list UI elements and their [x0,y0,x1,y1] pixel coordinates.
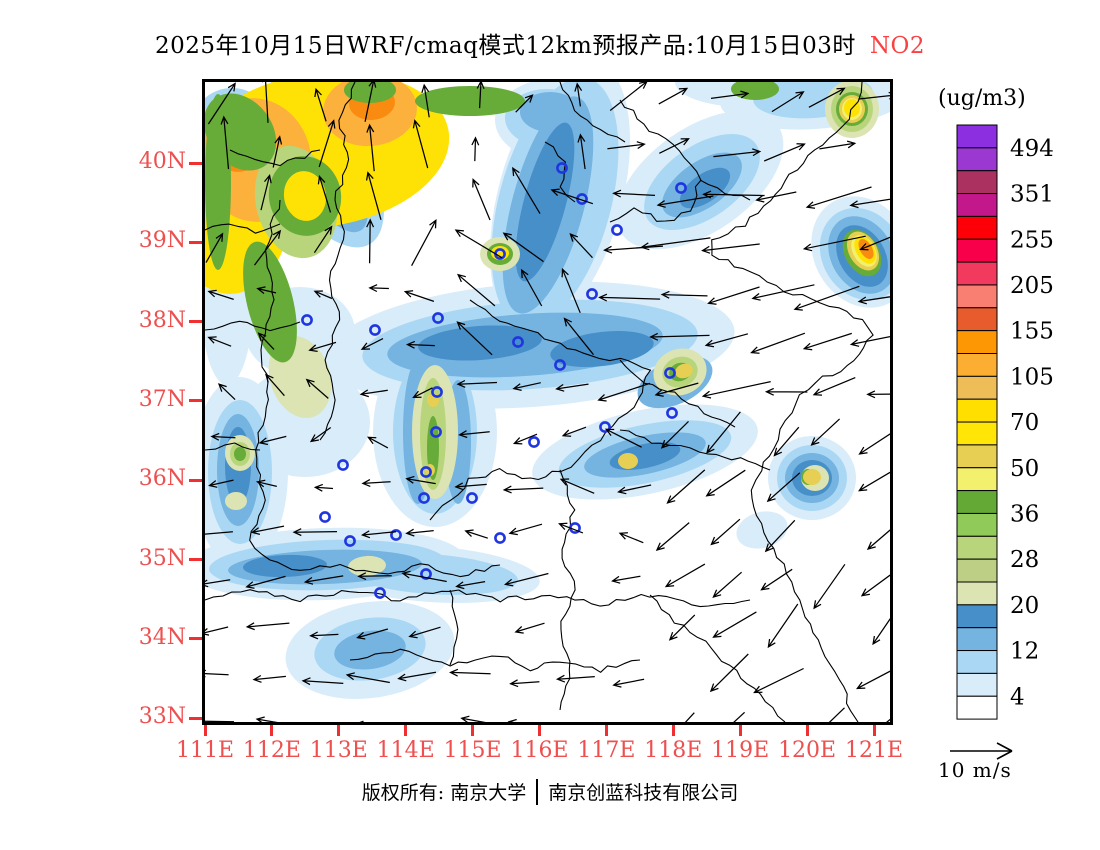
lon-tick [738,725,742,736]
lon-label-113E: 113E [309,738,368,763]
lat-label-35N: 35N [138,545,186,571]
lon-tick [872,725,876,736]
svg-text:155: 155 [1010,319,1054,345]
wind-reference-arrow [950,742,1013,760]
lon-label-115E: 115E [443,738,502,763]
lat-tick [189,240,202,244]
svg-text:494: 494 [1010,136,1054,162]
city-markers [301,162,687,599]
color-scale-legend: 494 351 255 205 155 105 70 50 36 28 20 12 4 [956,124,1054,720]
lon-label-121E: 121E [844,738,904,763]
svg-text:36: 36 [1010,502,1039,528]
lon-label-120E: 120E [778,738,837,763]
lat-tick [189,161,202,165]
svg-text:205: 205 [1010,273,1054,299]
svg-text:70: 70 [1010,410,1039,436]
lon-label-118E: 118E [644,738,703,763]
province-boundaries [205,82,874,722]
lon-tick [203,725,207,736]
forecast-map [202,79,893,725]
lon-tick [270,725,274,736]
lat-label-33N: 33N [138,704,186,730]
lat-tick [189,558,202,561]
lon-label-114E: 114E [376,738,435,763]
lon-label-117E: 117E [577,738,636,763]
copyright-right: 南京创蓝科技有限公司 [548,782,739,804]
lat-label-34N: 34N [138,624,186,650]
pollutant-label: NO2 [869,33,926,59]
lat-label-40N: 40N [138,149,186,174]
lon-tick [471,725,475,736]
svg-text:105: 105 [1010,364,1054,390]
lon-tick [404,725,408,736]
svg-text:50: 50 [1010,456,1039,482]
concentration-contours [205,82,890,699]
lon-label-111E: 111E [175,738,235,763]
lon-label-119E: 119E [711,738,770,763]
page-title: 2025年10月15日WRF/cmaq模式12km预报产品:10月15日03时 N… [0,26,1080,60]
lat-tick [189,320,202,324]
lon-label-112E: 112E [242,738,301,763]
lat-tick [189,637,202,641]
lat-label-37N: 37N [138,386,186,412]
lon-tick [805,725,809,736]
wind-scale-label: 10 m/s [938,758,1012,782]
lat-label-38N: 38N [138,307,186,333]
svg-text:20: 20 [1010,593,1039,619]
title-text: 2025年10月15日WRF/cmaq模式12km预报产品:10月15日03时 [154,33,856,59]
copyright-footer: 版权所有: 南京大学 南京创蓝科技有限公司 [0,778,1100,805]
lat-label-39N: 39N [138,228,186,254]
svg-text:12: 12 [1010,639,1039,665]
lat-tick [189,478,202,482]
svg-text:4: 4 [1010,684,1025,710]
svg-text:255: 255 [1010,227,1054,253]
lat-tick [189,716,202,720]
lon-label-116E: 116E [510,738,569,763]
footer-divider [536,778,539,805]
lon-tick [538,725,541,736]
lat-tick [189,399,202,403]
copyright-left: 版权所有: 南京大学 [361,782,527,804]
legend-unit: (ug/m3) [938,86,1026,111]
svg-text:28: 28 [1010,547,1039,573]
svg-text:351: 351 [1010,182,1054,208]
map-canvas [205,82,890,722]
wind-vectors [205,82,890,722]
lon-tick [604,725,608,736]
lon-tick [337,725,341,736]
lon-tick [671,725,675,736]
lat-label-36N: 36N [138,466,186,492]
